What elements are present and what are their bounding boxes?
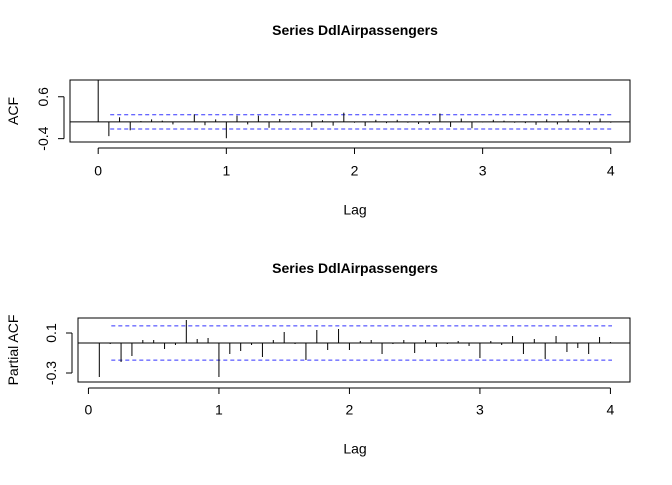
x-tick-label: 3: [479, 163, 487, 179]
x-tick-label: 2: [346, 402, 354, 418]
x-tick-label: 4: [607, 163, 615, 179]
y-tick-label: -0.3: [43, 361, 59, 385]
chart-title: Series DdlAirpassengers: [272, 22, 438, 38]
x-tick-label: 1: [222, 163, 230, 179]
x-tick-label: 0: [94, 163, 102, 179]
x-tick-label: 0: [85, 402, 93, 418]
x-axis-label: Lag: [343, 202, 366, 218]
plot-frame: [69, 79, 631, 143]
y-tick-label: -0.4: [35, 126, 51, 150]
x-tick-label: 3: [476, 402, 484, 418]
y-axis-label: Partial ACF: [5, 315, 21, 386]
x-axis-label: Lag: [343, 441, 366, 457]
panel: Series DdlAirpassengers 0 1 2 3 4 -0.4 0.6 Lag AC…: [5, 22, 631, 218]
plot-frame: [77, 317, 631, 383]
y-tick-label: 0.6: [35, 87, 51, 107]
y-axis-label: ACF: [5, 97, 21, 125]
x-tick-label: 4: [607, 402, 615, 418]
chart-title: Series DdlAirpassengers: [272, 260, 438, 276]
x-tick-label: 2: [351, 163, 359, 179]
y-tick-label: 0.1: [43, 323, 59, 343]
x-tick-label: 1: [215, 402, 223, 418]
panel: Series DdlAirpassengers 0 1 2 3 4 -0.3 0.1 Lag Pa…: [5, 260, 631, 457]
